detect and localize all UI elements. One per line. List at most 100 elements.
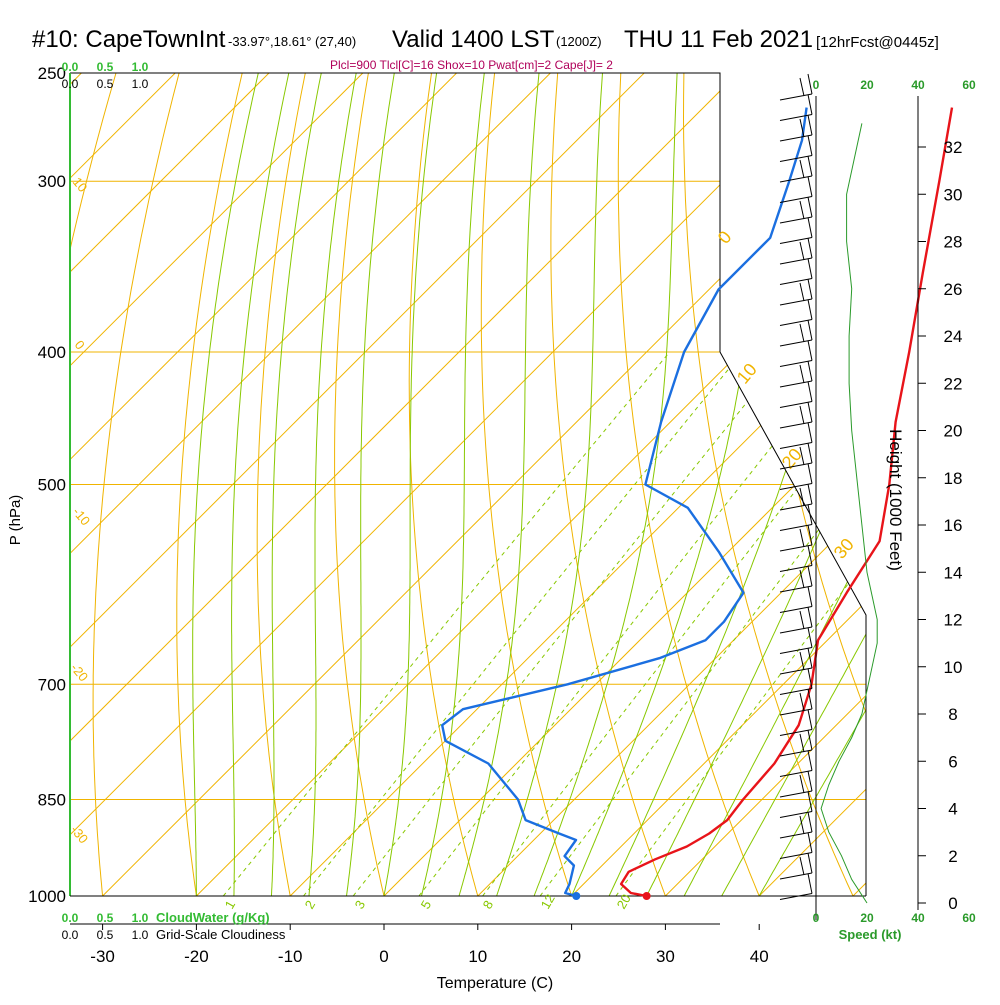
wind-barb-flag bbox=[799, 323, 805, 343]
moist-adiabat bbox=[231, 73, 290, 896]
wind-barb-staff bbox=[779, 770, 813, 777]
isotherm-line bbox=[758, 73, 866, 896]
wind-barb-flag bbox=[807, 586, 813, 607]
wind-barb bbox=[779, 709, 813, 736]
forecast-date: THU 11 Feb 2021 bbox=[624, 26, 813, 53]
wind-barb-staff bbox=[779, 872, 813, 880]
cloudwater-tick-bottom: 1.0 bbox=[132, 911, 149, 925]
wind-barb-flag bbox=[807, 94, 813, 115]
wind-barb-staff bbox=[779, 811, 813, 818]
valid-time: Valid 1400 LST bbox=[392, 26, 555, 53]
dry-adiabat bbox=[256, 73, 306, 896]
wind-barb-flag bbox=[799, 692, 805, 712]
pressure-tick-label: 700 bbox=[38, 675, 66, 694]
wind-barb bbox=[779, 278, 813, 306]
temperature-profile bbox=[619, 107, 954, 898]
mixing-ratio-line bbox=[222, 351, 670, 896]
height-tick-label: 20 bbox=[944, 422, 963, 441]
wind-barb bbox=[779, 176, 813, 203]
isotherm-line bbox=[70, 73, 270, 896]
wind-barb-flag bbox=[807, 545, 813, 566]
wind-barb bbox=[779, 319, 813, 347]
wind-barb-flag bbox=[799, 610, 805, 630]
wind-barb-staff bbox=[779, 483, 813, 490]
wind-barb-flag bbox=[799, 159, 805, 179]
wind-barb-staff bbox=[779, 790, 813, 798]
wind-barb bbox=[779, 750, 813, 777]
height-tick-label: 14 bbox=[944, 563, 963, 582]
wind-barb-staff bbox=[779, 380, 813, 388]
wind-barb-flag bbox=[807, 114, 813, 136]
height-tick-label: 12 bbox=[944, 611, 963, 630]
wind-barb bbox=[779, 852, 813, 880]
cloudiness-tick-top: 0.0 bbox=[62, 77, 79, 91]
speed-tick-bottom: 60 bbox=[962, 911, 976, 925]
wind-barb-flag bbox=[807, 442, 813, 464]
moist-adiabat bbox=[421, 73, 485, 896]
wind-barb bbox=[779, 524, 813, 552]
axes: 1 2 3 5 8 12 20100-10-20-300102030250300400500… bbox=[7, 60, 962, 992]
wind-barb bbox=[779, 196, 813, 224]
mixing-ratio-label: 20 bbox=[614, 891, 634, 911]
isotherm-line bbox=[70, 73, 364, 896]
wind-barb-staff bbox=[779, 93, 813, 101]
wind-barb bbox=[779, 299, 813, 326]
height-tick-label: 16 bbox=[944, 516, 963, 535]
height-tick-label: 0 bbox=[948, 894, 957, 913]
wind-barb-flag bbox=[807, 217, 813, 238]
dry-adiabat bbox=[408, 73, 479, 896]
wind-barb bbox=[779, 381, 813, 408]
wind-barb bbox=[779, 422, 813, 449]
wind-barb-flag bbox=[799, 405, 805, 425]
mixing-ratio-line bbox=[539, 351, 866, 896]
wind-barb bbox=[779, 483, 813, 511]
wind-barb-staff bbox=[779, 708, 813, 716]
surface-temperature-dot bbox=[642, 892, 651, 900]
wind-barb bbox=[779, 832, 813, 859]
wind-barb-flag bbox=[807, 647, 813, 669]
isotherm-line bbox=[70, 73, 551, 896]
wind-barb-staff bbox=[779, 544, 813, 552]
wind-barb-staff bbox=[779, 421, 813, 429]
wind-barb-flag bbox=[807, 565, 813, 587]
wind-barb-staff bbox=[779, 114, 813, 121]
frame-outline bbox=[70, 72, 867, 896]
isotherm-label: -10 bbox=[70, 504, 94, 528]
pressure-tick-label: 500 bbox=[38, 476, 66, 495]
wind-barb-flag bbox=[799, 569, 805, 589]
pressure-tick-label: 1000 bbox=[28, 887, 66, 906]
wind-barb-staff bbox=[779, 585, 813, 593]
wind-barb bbox=[779, 94, 813, 121]
wind-barb-staff bbox=[779, 134, 813, 142]
wind-barb-flag bbox=[799, 282, 805, 302]
isotherm-line bbox=[665, 73, 866, 896]
speed-tick-top: 60 bbox=[962, 78, 976, 92]
moist-adiabat bbox=[721, 73, 866, 896]
mixing-ratio-label: 3 bbox=[352, 898, 369, 912]
speed-tick-bottom: 20 bbox=[860, 911, 874, 925]
moist-adiabat bbox=[458, 73, 540, 896]
height-tick-label: 4 bbox=[948, 800, 957, 819]
cloudwater-tick-bottom: 0.5 bbox=[97, 911, 114, 925]
plot-frame bbox=[69, 72, 867, 925]
wind-barb-staff bbox=[779, 647, 813, 654]
isotherm-line bbox=[289, 73, 866, 896]
wind-barb-flag bbox=[807, 463, 813, 484]
x-tick-label: 0 bbox=[379, 947, 388, 966]
wind-barb-flag bbox=[807, 770, 813, 792]
cloudiness-tick-bottom: 0.0 bbox=[62, 928, 79, 942]
wind-barb-flag bbox=[807, 340, 813, 361]
wind-barb bbox=[779, 770, 813, 798]
isotherm-line bbox=[477, 73, 866, 896]
wind-barb bbox=[779, 155, 813, 183]
wind-barb-staff bbox=[779, 667, 813, 675]
wind-barb bbox=[779, 401, 813, 429]
pressure-tick-label: 250 bbox=[38, 64, 66, 83]
wind-barb-flag bbox=[799, 364, 805, 384]
wind-barb-flag bbox=[799, 200, 805, 220]
wind-barb bbox=[779, 668, 813, 695]
station-name: #10: CapeTownInt bbox=[32, 26, 226, 53]
wind-barb-staff bbox=[779, 565, 813, 572]
isotherm-label: 30 bbox=[830, 534, 858, 562]
thermo-grid bbox=[70, 73, 866, 896]
